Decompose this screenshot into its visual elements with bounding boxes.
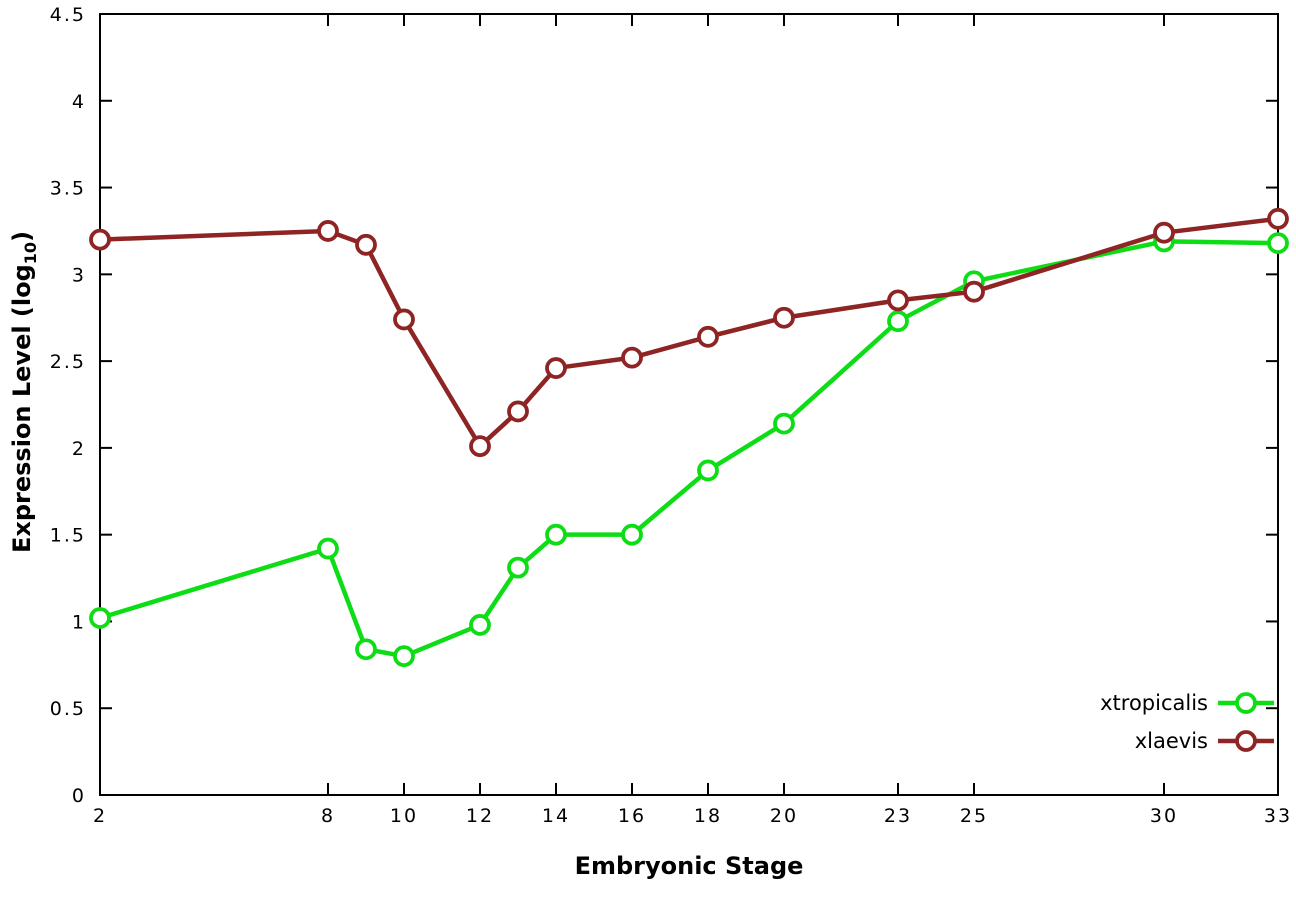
x-tick-label: 30 [1150, 805, 1178, 827]
y-tick-label: 1.5 [50, 525, 86, 547]
data-point-xlaevis [1267, 207, 1289, 230]
y-tick-label: 2 [72, 438, 86, 460]
data-point-xtropicalis [89, 607, 111, 629]
data-point-xtropicalis [545, 523, 567, 546]
x-tick-label: 23 [884, 805, 912, 827]
x-tick-label: 33 [1264, 805, 1292, 827]
x-tick-label: 10 [390, 805, 418, 827]
data-point-xtropicalis [621, 523, 643, 546]
data-point-xlaevis [545, 357, 567, 379]
y-tick-label: 0 [72, 785, 86, 807]
data-point-xtropicalis [469, 614, 491, 636]
data-point-xtropicalis [317, 537, 339, 560]
data-point-xtropicalis [773, 412, 795, 435]
series-line-xlaevis [97, 216, 1281, 449]
data-point-xtropicalis [507, 556, 529, 579]
y-axis-label-subscript: 10 [20, 241, 40, 265]
data-point-xtropicalis [355, 638, 377, 661]
y-axis-label: Expression Level (log10) [8, 231, 40, 553]
data-point-xlaevis [355, 233, 377, 256]
data-point-xlaevis [697, 325, 719, 348]
y-tick-label: 0.5 [50, 698, 86, 720]
data-point-xlaevis [773, 306, 795, 329]
y-tick-label: 1 [72, 611, 86, 633]
data-point-xtropicalis [1267, 232, 1289, 254]
x-tick-label: 16 [618, 805, 646, 827]
data-point-xlaevis [621, 346, 643, 369]
data-point-xlaevis [393, 308, 415, 331]
data-point-xlaevis [887, 289, 909, 312]
legend-sample-marker-xtropicalis [1235, 692, 1257, 714]
y-axis-label-text: Expression Level (log [8, 264, 37, 554]
data-point-xlaevis [89, 228, 111, 251]
x-axis-label: Embryonic Stage [574, 852, 804, 880]
y-tick-label: 4.5 [50, 4, 86, 26]
data-point-xlaevis [1153, 221, 1175, 244]
data-point-xlaevis [507, 400, 529, 423]
data-point-xtropicalis [887, 310, 909, 333]
data-point-xlaevis [963, 280, 985, 303]
plot-border [99, 13, 1279, 796]
x-tick-label: 14 [542, 805, 570, 827]
y-tick-label: 4 [72, 91, 86, 113]
x-tick-label: 2 [93, 805, 107, 827]
data-point-xtropicalis [697, 459, 719, 482]
data-point-xlaevis [469, 435, 491, 458]
x-tick-label: 12 [466, 805, 494, 827]
y-tick-label: 3 [72, 264, 86, 286]
legend-sample-marker-xlaevis [1235, 730, 1257, 752]
x-tick-label: 8 [321, 805, 335, 827]
legend-label-xlaevis: xlaevis [1135, 729, 1208, 753]
x-tick-label: 25 [960, 805, 988, 827]
y-tick-label: 3.5 [50, 178, 86, 200]
series-line-xtropicalis [97, 239, 1281, 659]
data-point-xtropicalis [393, 645, 415, 668]
y-axis-label-close: ) [8, 230, 37, 242]
x-tick-label: 20 [770, 805, 798, 827]
legend-label-xtropicalis: xtropicalis [1100, 691, 1208, 715]
y-tick-label: 2.5 [50, 351, 86, 373]
data-point-xlaevis [317, 220, 339, 242]
x-tick-label: 18 [694, 805, 722, 827]
